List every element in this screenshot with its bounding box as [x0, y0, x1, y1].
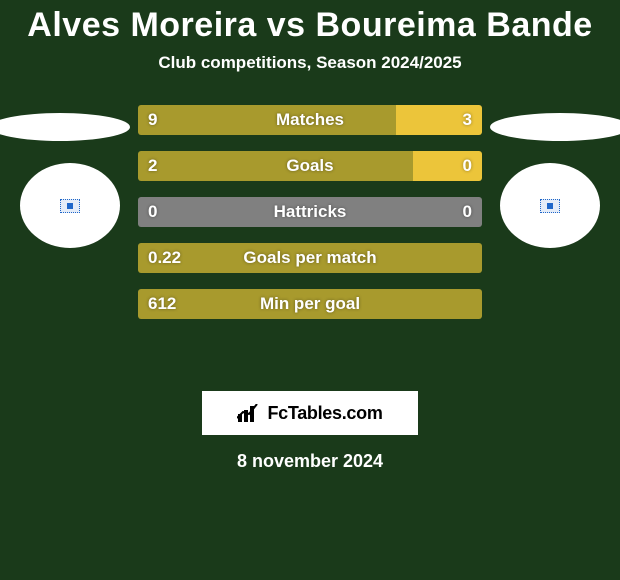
infographic-container: Alves Moreira vs Boureima Bande Club com… [0, 0, 620, 580]
generated-date: 8 november 2024 [237, 451, 383, 472]
page-subtitle: Club competitions, Season 2024/2025 [158, 53, 461, 73]
placeholder-flag-icon [60, 199, 80, 213]
player-left-ellipse [0, 113, 130, 141]
metric-bars: 93Matches 20Goals 00Hattricks 0.22Goals per… [138, 105, 482, 319]
comparison-area: 93Matches20Goals00Hattricks0.22Goals per… [0, 113, 620, 373]
metric-label: Min per goal [138, 289, 482, 319]
metric-label: Matches [138, 105, 482, 135]
metric-row: 20Goals [138, 151, 482, 181]
brand-text: FcTables.com [267, 403, 382, 424]
bar-chart-icon [237, 404, 261, 422]
metric-row: 0.22Goals per match [138, 243, 482, 273]
player-right-avatar [500, 163, 600, 248]
page-title: Alves Moreira vs Boureima Bande [27, 6, 592, 45]
player-right-ellipse [490, 113, 620, 141]
metric-row: 93Matches [138, 105, 482, 135]
metric-label: Goals per match [138, 243, 482, 273]
brand-badge: FcTables.com [202, 391, 418, 435]
metric-row: 612Min per goal [138, 289, 482, 319]
metric-label: Hattricks [138, 197, 482, 227]
placeholder-flag-icon [540, 199, 560, 213]
player-left-avatar [20, 163, 120, 248]
metric-label: Goals [138, 151, 482, 181]
metric-row: 00Hattricks [138, 197, 482, 227]
